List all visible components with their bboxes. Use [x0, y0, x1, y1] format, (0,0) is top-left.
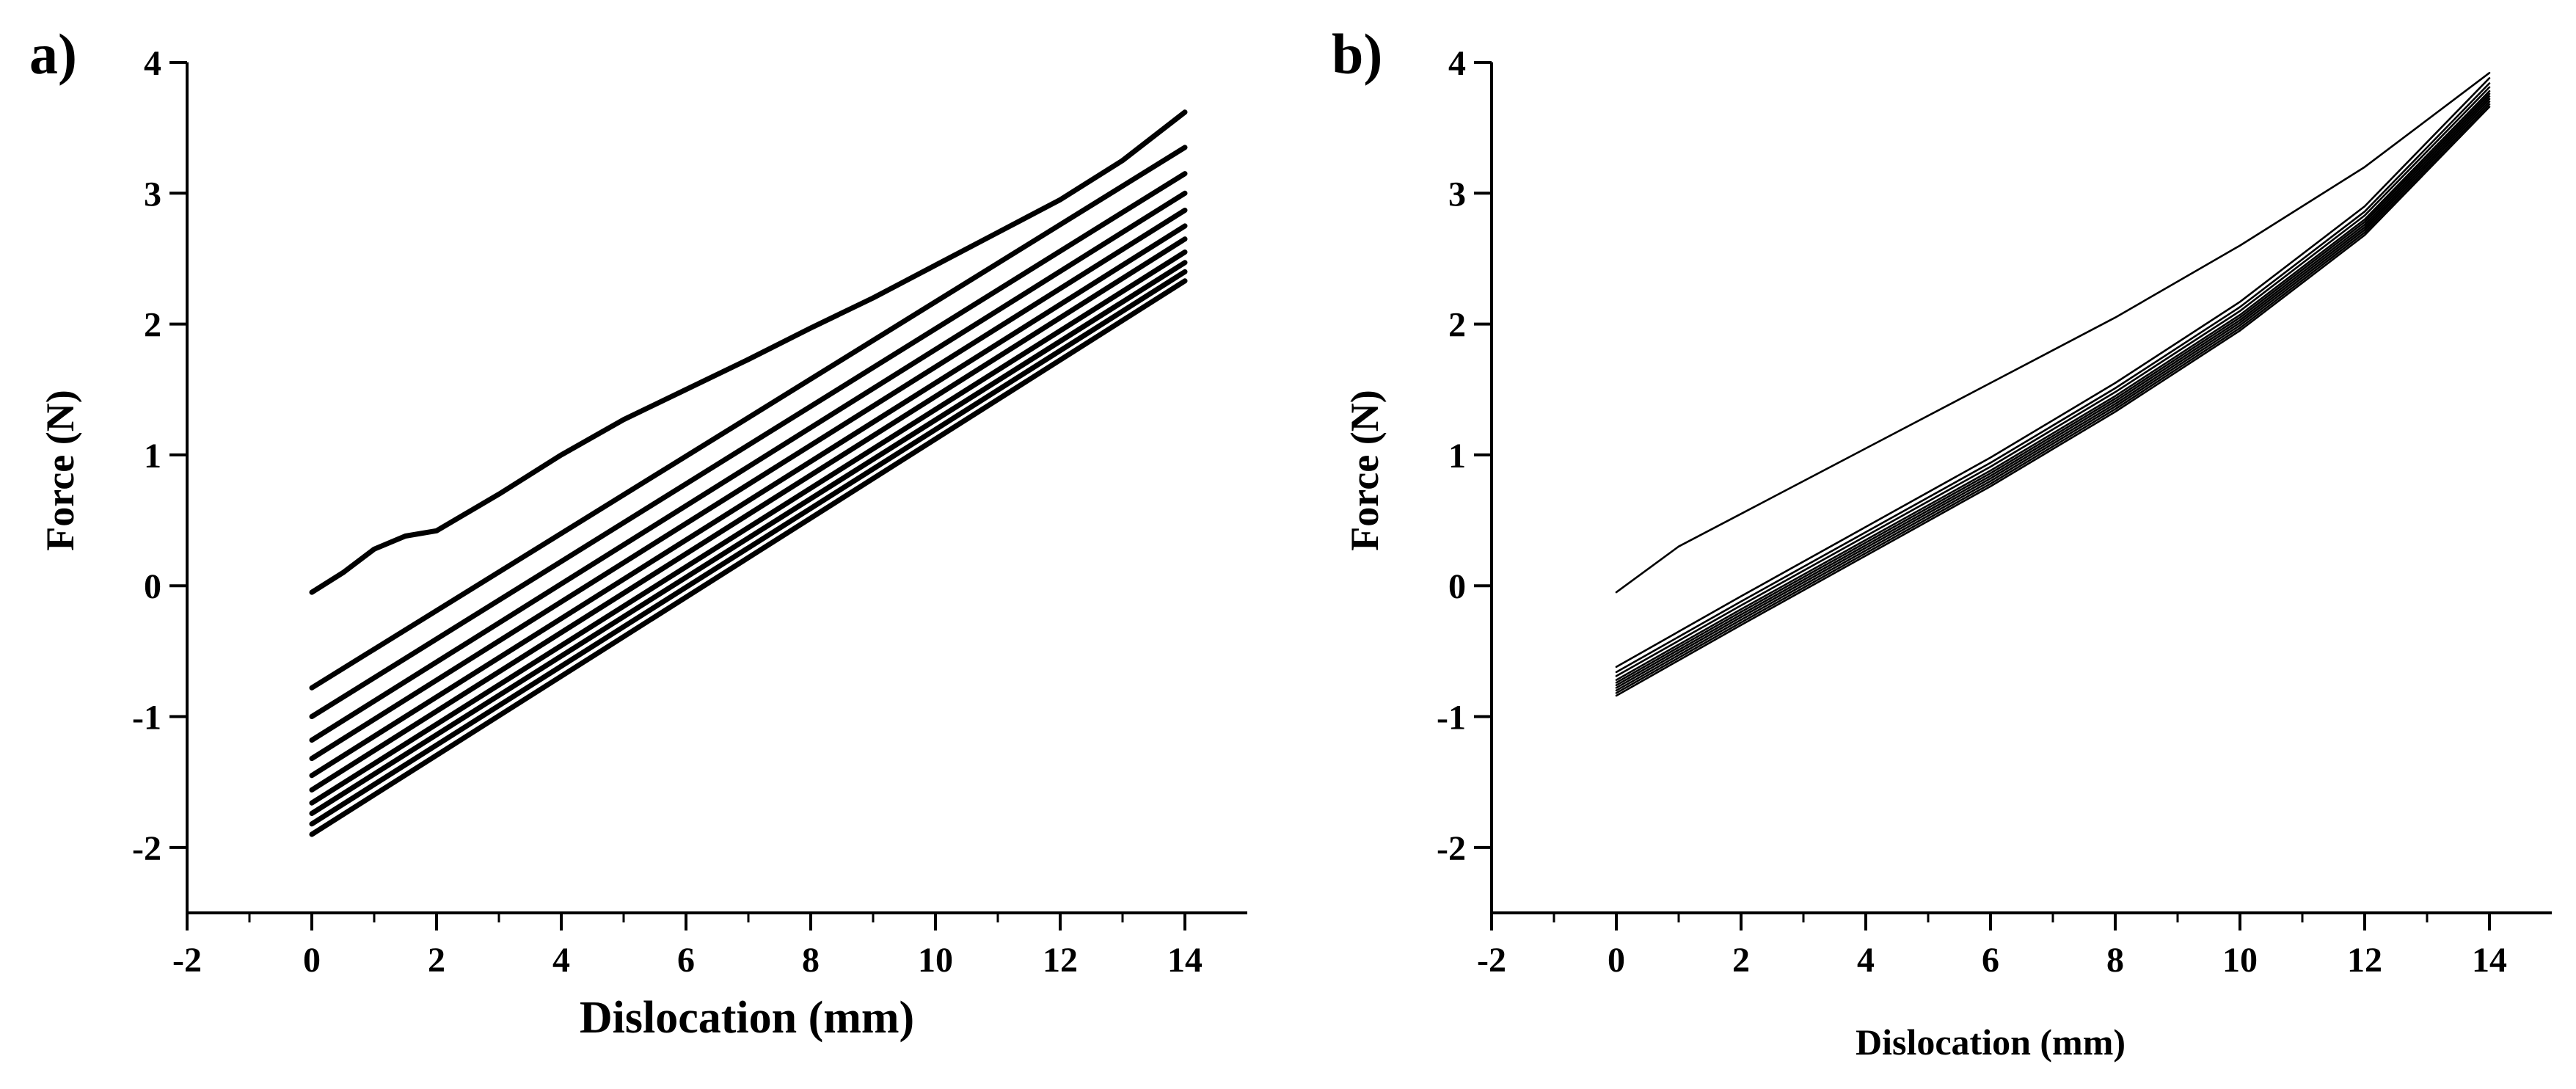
- x-tick-label-a: 14: [1167, 941, 1203, 980]
- y-tick-label-a: 3: [144, 175, 161, 214]
- series-line-b-10: [1615, 103, 2491, 694]
- x-tick-label-a: 4: [552, 941, 570, 980]
- x-tick-label-b: 2: [1732, 941, 1750, 980]
- x-tick-label-b: 8: [2106, 941, 2124, 980]
- y-tick-label-b: 0: [1448, 567, 1466, 606]
- x-axis-title-a: Dislocation (mm): [580, 993, 914, 1043]
- y-tick-label-a: -2: [132, 829, 161, 868]
- series-line-a-5: [309, 208, 1188, 762]
- series-line-a-3: [309, 171, 1188, 719]
- x-tick-label-b: 10: [2222, 941, 2258, 980]
- series-line-b-2: [1615, 77, 2491, 669]
- series-line-a-8: [309, 250, 1188, 806]
- y-tick-label-a: 0: [144, 567, 161, 606]
- x-tick-label-b: 6: [1982, 941, 1999, 980]
- series-line-b-4: [1615, 86, 2491, 677]
- series-line-a-6: [309, 223, 1188, 779]
- series-line-a-10: [309, 269, 1188, 827]
- series-lines-b: [1615, 72, 2491, 697]
- panel-label-b: b): [1332, 22, 1382, 86]
- y-axis-title-a: Force (N): [38, 390, 82, 550]
- series-line-a-1: [309, 109, 1188, 595]
- y-tick-label-b: -2: [1437, 829, 1466, 868]
- x-tick-label-b: 12: [2347, 941, 2382, 980]
- series-line-b-6: [1615, 92, 2491, 684]
- panel-label-a: a): [29, 22, 77, 86]
- y-tick-label-b: 2: [1448, 306, 1466, 345]
- series-line-b-8: [1615, 98, 2491, 689]
- y-tick-label-a: 2: [144, 306, 161, 345]
- series-line-b-11: [1615, 106, 2491, 697]
- x-tick-label-a: 8: [802, 941, 820, 980]
- x-tick-label-a: 2: [428, 941, 445, 980]
- y-tick-label-a: 4: [144, 44, 161, 83]
- x-tick-label-a: 12: [1043, 941, 1078, 980]
- series-lines-a: [309, 109, 1188, 837]
- series-line-a-4: [309, 190, 1188, 743]
- y-tick-label-b: -1: [1437, 699, 1466, 737]
- series-line-b-9: [1615, 101, 2491, 692]
- series-line-a-11: [309, 278, 1188, 837]
- series-line-b-5: [1615, 90, 2491, 681]
- x-tick-label-a: 10: [918, 941, 953, 980]
- x-tick-label-b: 0: [1608, 941, 1625, 980]
- x-tick-label-a: 6: [677, 941, 695, 980]
- y-tick-label-b: 4: [1448, 44, 1466, 83]
- x-tick-label-b: -2: [1477, 941, 1506, 980]
- series-line-a-9: [309, 260, 1188, 816]
- x-tick-label-a: 0: [303, 941, 321, 980]
- series-line-b-7: [1615, 95, 2491, 686]
- y-tick-label-a: 1: [144, 437, 161, 476]
- x-tick-label-b: 14: [2472, 941, 2507, 980]
- x-tick-label-a: -2: [172, 941, 202, 980]
- y-tick-label-b: 1: [1448, 437, 1466, 476]
- x-axis-title-b: Dislocation (mm): [1856, 1021, 2126, 1063]
- y-axis-title-b: Force (N): [1343, 390, 1387, 550]
- series-line-a-7: [309, 236, 1188, 793]
- y-tick-label-b: 3: [1448, 175, 1466, 214]
- series-line-b-1: [1615, 72, 2491, 594]
- series-line-a-2: [309, 145, 1188, 691]
- x-tick-label-b: 4: [1857, 941, 1875, 980]
- series-line-b-3: [1615, 82, 2491, 674]
- y-tick-label-a: -1: [132, 699, 161, 737]
